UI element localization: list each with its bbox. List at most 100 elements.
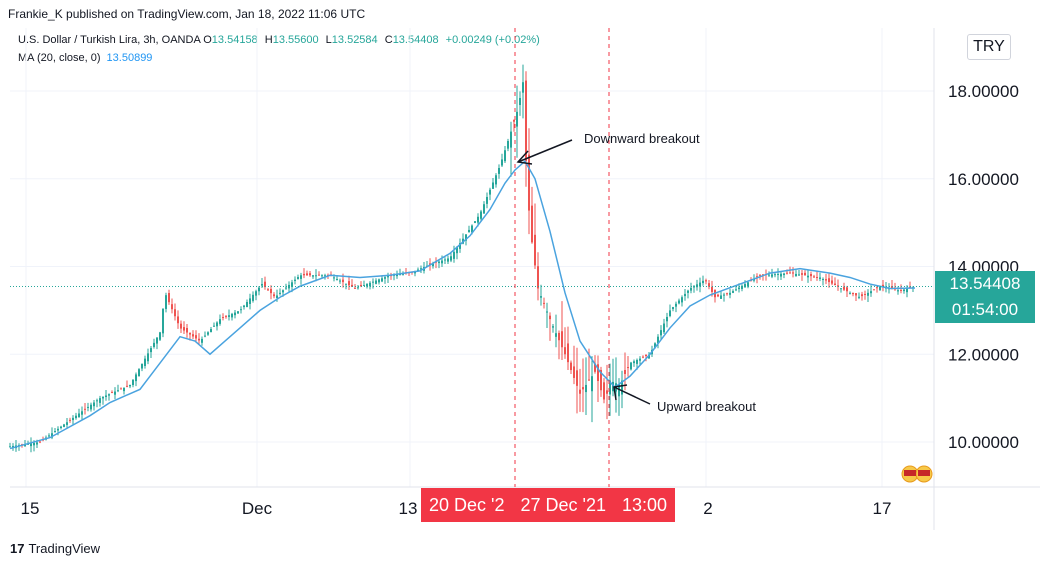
x-tick-label: 17 [873,499,892,518]
candle-body [252,294,254,301]
candle-body [381,278,383,282]
footer-brand[interactable]: 17 TradingView [10,541,100,556]
candle-body [546,311,548,313]
candle-body [579,389,581,394]
candle-body [864,293,866,295]
candle-body [57,428,59,431]
candle-body [789,272,791,274]
candle-body [672,307,674,310]
candle-body [348,281,350,286]
candle-body [450,256,452,261]
candle-body [627,367,629,369]
candle-body [444,259,446,261]
economic-events-icon[interactable] [901,465,933,483]
downward-breakout-label: Downward breakout [584,131,700,146]
time-axis[interactable]: 15 Dec 13 2 17 [21,499,892,518]
candle-body [777,273,779,275]
candle-body [468,229,470,233]
candle-body [474,221,476,223]
candle-body [879,286,881,290]
tradingview-logo-icon: 17 [10,541,25,556]
candle-body [249,298,251,304]
candle-body [336,278,338,280]
candle-body [723,294,725,296]
candle-body [333,277,335,279]
candle-body [339,280,341,282]
candle-body [897,290,899,292]
candle-body [702,280,704,284]
candle-body [192,334,194,337]
candle-body [126,385,128,387]
candle-body [747,282,749,287]
candle-body [243,305,245,308]
candle-body [657,336,659,344]
candle-body [870,291,872,294]
candle-body [84,408,86,410]
candle-body [108,394,110,396]
candle-body [75,415,77,419]
open-label: O [203,34,212,46]
candle-body [744,284,746,288]
candle-body [582,387,584,390]
candle-body [666,316,668,322]
candle-body [375,280,377,284]
candle-body [585,384,587,393]
ma-label: MA (20, close, 0) [18,52,101,64]
candle-body [111,392,113,394]
candle-body [456,247,458,254]
current-price-value: 13.54408 [949,274,1021,293]
candle-body [363,285,365,287]
candle-body [873,289,875,291]
candle-body [177,316,179,324]
candle-body [810,274,812,277]
candle-body [600,369,602,391]
candle-body [501,159,503,166]
candle-body [486,196,488,204]
candle-body [216,322,218,327]
candle-body [39,441,41,443]
low-value: 13.52584 [331,34,378,46]
candle-body [768,274,770,276]
candle-body [861,294,863,297]
candle-body [270,288,272,294]
publisher-line: Frankie_K published on TradingView.com, … [8,7,366,21]
candle-body [591,376,593,392]
candle-body [834,283,836,286]
x-tick-label: 15 [21,499,40,518]
candle-body [159,332,161,340]
candle-body [33,442,35,446]
candle-body [345,283,347,285]
candle-body [189,332,191,335]
candle-body [816,276,818,278]
candle-body [195,335,197,339]
candle-body [402,273,404,275]
candle-body [852,292,854,295]
candle-body [552,326,554,328]
candle-body [642,356,644,358]
candle-body [54,431,56,433]
candle-body [804,272,806,276]
candle-body [876,287,878,289]
currency-button[interactable]: TRY [967,34,1011,60]
candle-body [135,374,137,382]
candle-body [648,354,650,359]
candle-body [417,269,419,271]
candle-body [174,309,176,317]
candle-body [537,266,539,289]
candle-body [321,275,323,277]
candle-body [540,296,542,298]
candle-body [759,274,761,276]
upward-arrow [613,384,651,405]
candle-body [207,332,209,335]
candle-body [303,273,305,276]
candle-body [261,284,263,286]
crosshair-date-1: 20 Dec '2 [421,488,513,522]
candle-body [267,289,269,291]
candle-body [882,284,884,287]
candle-body [528,154,530,211]
candle-body [276,295,278,298]
candle-body [801,273,803,275]
candle-body [735,289,737,291]
